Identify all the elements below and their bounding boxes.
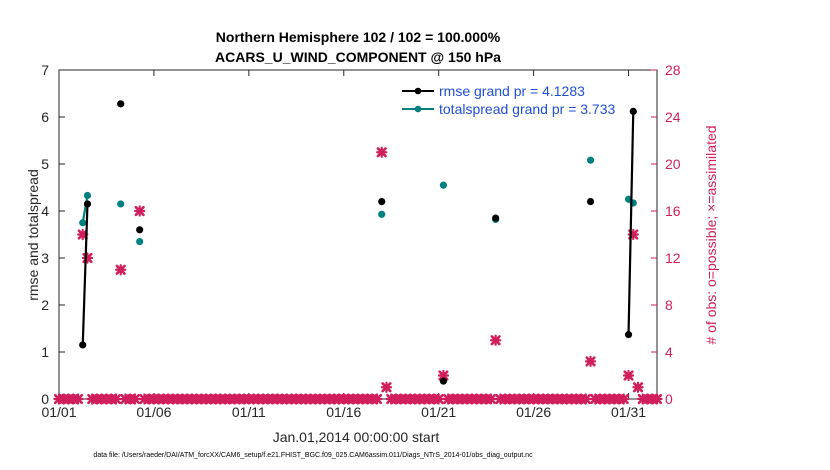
rmse-point	[629, 107, 637, 115]
rmse-point	[117, 100, 125, 108]
totalspread-point	[79, 219, 87, 227]
obs-count-marker	[81, 252, 94, 264]
y-right-tick-label: 12	[665, 250, 681, 266]
totalspread-point	[378, 210, 386, 218]
obs-count-marker	[485, 393, 497, 405]
obs-count-marker	[433, 393, 445, 405]
obs-count-marker	[622, 369, 635, 382]
obs-count-marker	[371, 393, 383, 405]
y-tick-label: 7	[41, 62, 49, 78]
x-tick-label: 01/01	[41, 404, 76, 420]
y-right-tick-label: 16	[665, 203, 681, 219]
y-tick-label: 0	[41, 391, 49, 407]
rmse-point	[624, 331, 633, 339]
obs-count-marker	[651, 393, 663, 405]
x-tick-label: 01/26	[516, 404, 551, 420]
legend-marker-totalspread	[414, 105, 422, 113]
totalspread-point	[136, 237, 144, 246]
data-file-footer: data file: /Users/raeder/DAI/ATM_forcXX/…	[93, 452, 533, 459]
y-tick-label: 6	[41, 109, 49, 125]
totalspread-point	[83, 191, 92, 200]
y-tick-label: 5	[41, 156, 49, 172]
obs-count-marker	[129, 393, 141, 405]
legend-label-rmse: rmse grand pr = 4.1283	[439, 83, 585, 99]
totalspread-point	[117, 200, 125, 208]
obs-count-marker	[110, 393, 122, 405]
rmse-point	[83, 200, 92, 208]
y-right-tick-label: 4	[665, 344, 673, 360]
obs-count-marker	[584, 355, 597, 368]
totalspread-point	[586, 156, 595, 164]
obs-count-marker	[632, 381, 644, 393]
y-right-tick-label: 28	[665, 62, 681, 78]
y-right-tick-label: 24	[665, 109, 681, 125]
obs-count-marker	[580, 393, 592, 405]
data-layer	[53, 100, 663, 405]
obs-count-marker	[376, 146, 388, 158]
obs-count-marker	[618, 393, 630, 405]
y-tick-label: 3	[41, 250, 49, 266]
obs-count-marker	[489, 334, 502, 346]
y-axis-label: rmse and totalspread	[25, 169, 41, 301]
chart-title: Northern Hemisphere 102 / 102 = 100.000%	[216, 29, 501, 45]
rmse-point	[136, 226, 144, 234]
x-tick-label: 01/11	[232, 404, 266, 420]
obs-count-marker	[72, 393, 84, 405]
rmse-line-segment	[627, 111, 635, 335]
rmse-point	[492, 214, 500, 222]
rmse-line-segment	[81, 203, 89, 345]
y-right-tick-label: 0	[665, 391, 673, 407]
rmse-point	[79, 341, 87, 349]
y-tick-label: 1	[41, 344, 49, 360]
x-tick-label: 01/06	[136, 404, 171, 420]
y-tick-label: 4	[41, 203, 49, 219]
obs-count-marker	[134, 205, 146, 217]
chart-subtitle: ACARS_U_WIND_COMPONENT @ 150 hPa	[215, 49, 501, 65]
legend-marker-rmse	[414, 87, 422, 95]
rmse-point	[378, 198, 386, 206]
x-tick-label: 01/31	[611, 404, 646, 420]
y-axis-right-label: # of obs: o=possible; ×=assimilated	[703, 125, 719, 344]
obs-count-marker	[115, 264, 127, 276]
rmse-point	[439, 377, 448, 385]
x-tick-label: 01/16	[326, 404, 361, 420]
legend-label-totalspread: totalspread grand pr = 3.733	[439, 101, 616, 117]
x-tick-label: 01/21	[421, 404, 456, 420]
axis-ticks: 01/01 01/06 01/11 01/16 01/21 01/26 01/3101234…	[41, 62, 681, 420]
obs-count-marker	[380, 381, 393, 393]
y-right-tick-label: 20	[665, 156, 681, 172]
plot-area	[58, 69, 658, 400]
legend: rmse grand pr = 4.1283 totalspread grand…	[402, 83, 616, 117]
totalspread-point	[439, 181, 448, 189]
y-right-tick-label: 8	[665, 297, 673, 313]
rmse-point	[586, 198, 595, 206]
totalspread-line-segment	[81, 195, 89, 223]
x-axis-label: Jan.01,2014 00:00:00 start	[273, 429, 440, 445]
y-tick-label: 2	[41, 297, 49, 313]
